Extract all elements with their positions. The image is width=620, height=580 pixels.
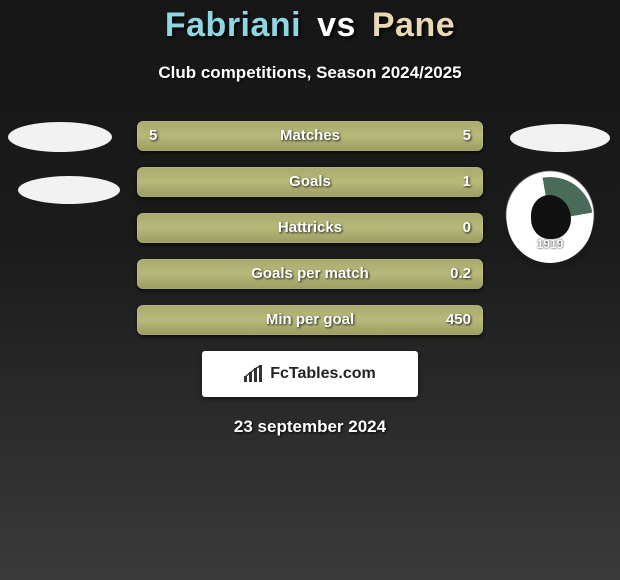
player1-club-crest-a bbox=[8, 122, 112, 152]
stat-label: Goals bbox=[137, 167, 483, 197]
stat-right-value: 450 bbox=[446, 305, 471, 335]
bar-chart-icon bbox=[244, 365, 264, 383]
stat-row-min-per-goal: Min per goal 450 bbox=[137, 305, 483, 335]
player2-name: Pane bbox=[372, 6, 455, 44]
player2-club-crest-b: 1919 bbox=[500, 170, 600, 270]
stat-right-value: 1 bbox=[463, 167, 471, 197]
stat-row-goals: Goals 1 bbox=[137, 167, 483, 197]
stat-label: Matches bbox=[137, 121, 483, 151]
brand-text: FcTables.com bbox=[270, 365, 376, 383]
stats-rows: 5 Matches 5 Goals 1 Hattricks 0 Goals pe… bbox=[137, 121, 483, 335]
date-text: 23 september 2024 bbox=[0, 417, 620, 437]
stat-row-hattricks: Hattricks 0 bbox=[137, 213, 483, 243]
stat-row-matches: 5 Matches 5 bbox=[137, 121, 483, 151]
stat-row-goals-per-match: Goals per match 0.2 bbox=[137, 259, 483, 289]
stat-label: Hattricks bbox=[137, 213, 483, 243]
player1-club-crest-b bbox=[18, 176, 120, 204]
stat-right-value: 5 bbox=[463, 121, 471, 151]
brand-box: FcTables.com bbox=[202, 351, 418, 397]
crest-year: 1919 bbox=[507, 237, 593, 251]
stat-right-value: 0 bbox=[463, 213, 471, 243]
vs-label: vs bbox=[317, 6, 356, 44]
stat-label: Goals per match bbox=[137, 259, 483, 289]
player2-club-crest-a bbox=[510, 124, 610, 152]
subtitle: Club competitions, Season 2024/2025 bbox=[0, 63, 620, 83]
stat-label: Min per goal bbox=[137, 305, 483, 335]
comparison-title: Fabriani vs Pane bbox=[0, 0, 620, 45]
player1-name: Fabriani bbox=[165, 6, 301, 44]
stat-right-value: 0.2 bbox=[450, 259, 471, 289]
